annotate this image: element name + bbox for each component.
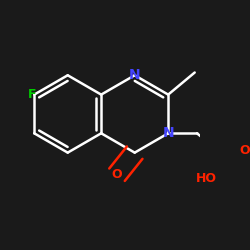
Text: O: O (112, 168, 122, 181)
Text: N: N (162, 126, 174, 140)
Text: F: F (28, 88, 36, 101)
Text: N: N (129, 68, 140, 82)
Text: O: O (239, 144, 250, 158)
Text: HO: HO (196, 172, 217, 185)
